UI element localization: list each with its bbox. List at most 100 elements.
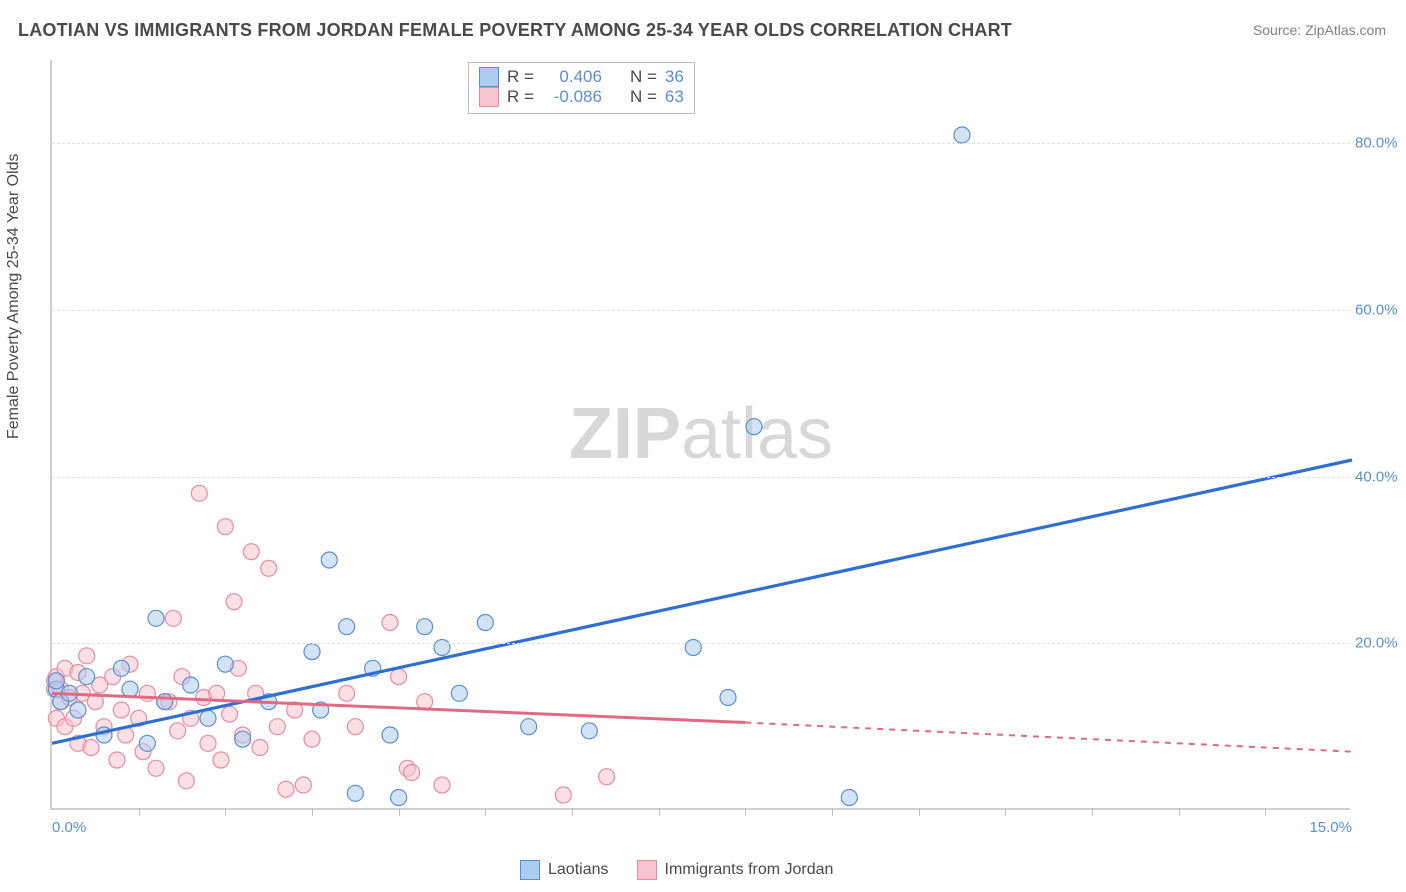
data-point bbox=[685, 640, 701, 656]
data-point bbox=[581, 723, 597, 739]
data-point bbox=[79, 648, 95, 664]
data-point bbox=[434, 640, 450, 656]
data-point bbox=[252, 740, 268, 756]
data-point bbox=[165, 610, 181, 626]
grid-line bbox=[52, 643, 1350, 644]
data-point bbox=[521, 719, 537, 735]
x-tick bbox=[1005, 808, 1006, 816]
data-point bbox=[954, 127, 970, 143]
data-point bbox=[382, 615, 398, 631]
x-tick bbox=[139, 808, 140, 816]
data-point bbox=[170, 723, 186, 739]
data-point bbox=[477, 615, 493, 631]
r-value-jordan: -0.086 bbox=[542, 87, 602, 107]
data-point bbox=[278, 781, 294, 797]
series-legend: Laotians Immigrants from Jordan bbox=[520, 860, 833, 880]
regression-line bbox=[745, 723, 1352, 752]
jordan-swatch bbox=[479, 87, 499, 107]
laotians-label: Laotians bbox=[548, 861, 609, 879]
x-tick bbox=[1092, 808, 1093, 816]
data-point bbox=[157, 694, 173, 710]
y-tick-label: 20.0% bbox=[1355, 635, 1406, 652]
y-tick-label: 40.0% bbox=[1355, 468, 1406, 485]
data-point bbox=[217, 656, 233, 672]
n-value-laotians: 36 bbox=[665, 67, 684, 87]
jordan-label: Immigrants from Jordan bbox=[665, 861, 834, 879]
data-point bbox=[339, 619, 355, 635]
x-tick bbox=[572, 808, 573, 816]
data-point bbox=[391, 669, 407, 685]
laotians-swatch bbox=[479, 67, 499, 87]
data-point bbox=[417, 619, 433, 635]
data-point bbox=[79, 669, 95, 685]
n-label: N = bbox=[630, 87, 657, 107]
y-tick-label: 60.0% bbox=[1355, 302, 1406, 319]
data-point bbox=[200, 710, 216, 726]
y-axis-title: Female Poverty Among 25-34 Year Olds bbox=[5, 154, 23, 440]
n-label: N = bbox=[630, 67, 657, 87]
correlation-legend: R = 0.406 N = 36 R = -0.086 N = 63 bbox=[468, 62, 695, 114]
jordan-swatch bbox=[637, 860, 657, 880]
data-point bbox=[243, 544, 259, 560]
r-label: R = bbox=[507, 67, 534, 87]
data-point bbox=[200, 735, 216, 751]
x-tick-label: 15.0% bbox=[1309, 819, 1352, 836]
data-point bbox=[404, 765, 420, 781]
data-point bbox=[304, 644, 320, 660]
x-tick-label: 0.0% bbox=[52, 819, 86, 836]
legend-row-jordan: R = -0.086 N = 63 bbox=[479, 87, 684, 107]
legend-row-laotians: R = 0.406 N = 36 bbox=[479, 67, 684, 87]
chart-title: LAOTIAN VS IMMIGRANTS FROM JORDAN FEMALE… bbox=[18, 20, 1012, 41]
data-point bbox=[139, 735, 155, 751]
data-point bbox=[339, 685, 355, 701]
data-point bbox=[555, 787, 571, 803]
data-point bbox=[148, 610, 164, 626]
x-tick bbox=[312, 808, 313, 816]
n-value-jordan: 63 bbox=[665, 87, 684, 107]
data-point bbox=[48, 673, 64, 689]
data-point bbox=[347, 719, 363, 735]
grid-line bbox=[52, 310, 1350, 311]
source-text: Source: ZipAtlas.com bbox=[1253, 22, 1386, 38]
data-point bbox=[321, 552, 337, 568]
data-point bbox=[304, 731, 320, 747]
data-point bbox=[217, 519, 233, 535]
plot-svg bbox=[52, 60, 1350, 808]
grid-line bbox=[52, 143, 1350, 144]
data-point bbox=[841, 790, 857, 806]
data-point bbox=[382, 727, 398, 743]
data-point bbox=[122, 681, 138, 697]
data-point bbox=[434, 777, 450, 793]
y-tick-label: 80.0% bbox=[1355, 135, 1406, 152]
data-point bbox=[109, 752, 125, 768]
data-point bbox=[83, 740, 99, 756]
data-point bbox=[70, 702, 86, 718]
x-tick bbox=[832, 808, 833, 816]
data-point bbox=[148, 760, 164, 776]
data-point bbox=[183, 677, 199, 693]
data-point bbox=[451, 685, 467, 701]
x-tick bbox=[919, 808, 920, 816]
data-point bbox=[113, 702, 129, 718]
legend-item-jordan: Immigrants from Jordan bbox=[637, 860, 834, 880]
data-point bbox=[269, 719, 285, 735]
data-point bbox=[295, 777, 311, 793]
data-point bbox=[417, 694, 433, 710]
x-tick bbox=[1265, 808, 1266, 816]
chart-container: LAOTIAN VS IMMIGRANTS FROM JORDAN FEMALE… bbox=[0, 0, 1406, 892]
data-point bbox=[226, 594, 242, 610]
data-point bbox=[599, 769, 615, 785]
x-tick bbox=[485, 808, 486, 816]
data-point bbox=[347, 785, 363, 801]
legend-item-laotians: Laotians bbox=[520, 860, 609, 880]
laotians-swatch bbox=[520, 860, 540, 880]
data-point bbox=[113, 660, 129, 676]
data-point bbox=[235, 731, 251, 747]
r-label: R = bbox=[507, 87, 534, 107]
x-tick bbox=[745, 808, 746, 816]
data-point bbox=[213, 752, 229, 768]
data-point bbox=[178, 773, 194, 789]
data-point bbox=[391, 790, 407, 806]
data-point bbox=[191, 485, 207, 501]
grid-line bbox=[52, 477, 1350, 478]
